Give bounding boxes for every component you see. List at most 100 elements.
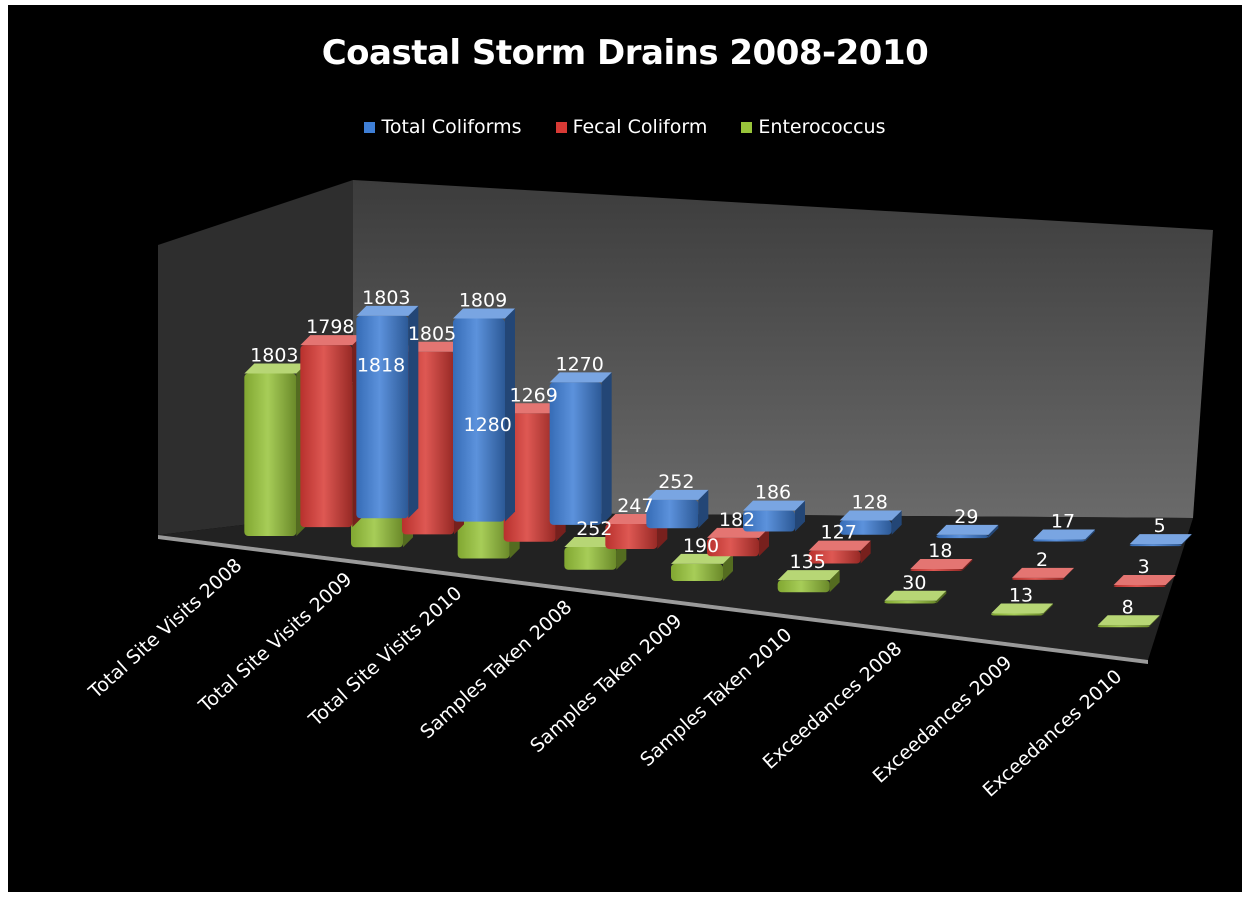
data-label-enterococcus-samples-taken-2009: 190 (683, 535, 719, 557)
data-label-total-coliforms-exceedances-2008: 29 (954, 506, 978, 528)
bar-face (936, 534, 989, 539)
x-tick-label-exceedances-2008: Exceedances 2008 (759, 638, 907, 774)
data-label-total-coliforms-exceedances-2010: 5 (1154, 515, 1166, 537)
bar-side (698, 489, 709, 529)
legend-swatch-enterococcus (741, 121, 753, 133)
bar-face (564, 547, 617, 570)
chart-frame: Coastal Storm Drains 2008-2010 Total Col… (8, 5, 1242, 892)
bar-top (1012, 567, 1074, 578)
data-label-total-coliforms-samples-taken-2009: 186 (755, 482, 791, 504)
bar-fecal-coliform-exceedances-2010 (1113, 575, 1176, 588)
data-label-fecal-coliform-samples-taken-2010: 127 (821, 522, 857, 544)
data-label-enterococcus-exceedances-2010: 8 (1122, 596, 1134, 618)
bar-side (759, 527, 769, 557)
data-label-fecal-coliform-exceedances-2009: 2 (1036, 549, 1048, 571)
bar-side (936, 590, 947, 604)
bar-face (1113, 585, 1166, 588)
floor-panel (158, 512, 1193, 660)
bars (244, 305, 1192, 628)
bar-face (244, 373, 297, 537)
data-label-enterococcus-samples-taken-2008: 252 (576, 518, 612, 540)
bar-face (991, 613, 1043, 616)
legend-item-enterococcus: Enterococcus (741, 115, 886, 138)
bar-face (1097, 625, 1150, 628)
bar-side (1181, 534, 1192, 545)
bar-top (743, 500, 805, 511)
bar-fecal-coliform-exceedances-2008 (910, 558, 973, 571)
bar-total-coliforms-samples-taken-2008 (646, 489, 709, 529)
x-tick-label-exceedances-2010: Exceedances 2010 (979, 665, 1127, 801)
legend-item-total-coliforms: Total Coliforms (364, 115, 522, 138)
bar-side (1165, 575, 1176, 586)
bar-side (505, 308, 515, 522)
bar-side (1149, 615, 1160, 626)
bar-top (808, 540, 871, 551)
bar-side (601, 372, 612, 525)
data-label-enterococcus-samples-taken-2010: 135 (790, 551, 826, 573)
legend-swatch-total-coliforms (364, 121, 376, 133)
data-label-enterococcus-total-site-visits-2008: 1803 (250, 344, 298, 366)
bar-face (300, 345, 353, 528)
legend-item-fecal-coliform: Fecal Coliform (555, 115, 708, 138)
bar-face (1012, 577, 1064, 580)
bar-top (244, 363, 307, 374)
bar-top (1129, 534, 1192, 545)
bar-top (1097, 615, 1160, 626)
bar-top (884, 590, 947, 601)
bar-total-coliforms-total-site-visits-2010 (549, 372, 612, 525)
bar-enterococcus-exceedances-2009 (991, 603, 1053, 616)
bar-side (891, 510, 902, 535)
data-label-enterococcus-exceedances-2009: 13 (1009, 585, 1033, 607)
data-label-total-coliforms-total-site-visits-2010: 1270 (555, 353, 603, 375)
data-label-enterococcus-exceedances-2008: 30 (902, 572, 926, 594)
bar-enterococcus-exceedances-2010 (1097, 615, 1160, 628)
data-label-fecal-coliform-samples-taken-2008: 247 (617, 495, 653, 517)
bar-side (408, 305, 419, 519)
bar-fecal-coliform-samples-taken-2010 (808, 540, 871, 564)
bar-side (795, 500, 805, 532)
bar-side (1043, 603, 1053, 615)
bar-side (988, 524, 999, 539)
bar-top (356, 305, 419, 316)
bar-side (1085, 529, 1095, 542)
bar-face (884, 600, 937, 604)
data-label-total-coliforms-exceedances-2009: 17 (1051, 511, 1075, 533)
bar-face (910, 568, 963, 571)
bar-face (671, 563, 723, 581)
legend-label-fecal-coliform: Fecal Coliform (572, 115, 708, 138)
bar-top (910, 558, 973, 569)
data-label-enterococcus-total-site-visits-2009: 1818 (357, 354, 405, 376)
bar-face (839, 520, 892, 535)
bar-top (777, 570, 840, 581)
bar-face (646, 499, 699, 529)
bar-top (1033, 529, 1095, 540)
legend-label-enterococcus: Enterococcus (758, 115, 886, 138)
legend-label-total-coliforms: Total Coliforms (381, 115, 522, 138)
data-label-enterococcus-total-site-visits-2010: 1280 (463, 414, 511, 436)
bar-total-coliforms-total-site-visits-2008 (356, 305, 419, 519)
data-label-fecal-coliform-total-site-visits-2010: 1269 (509, 384, 557, 406)
bar-fecal-coliform-exceedances-2009 (1012, 567, 1074, 580)
data-labels: 1803 1818 1280 252 190 135 30 13 8 1798 1805 1269 24… (250, 287, 1166, 618)
bar-face (605, 523, 658, 549)
bar-total-coliforms-samples-taken-2010 (839, 510, 902, 535)
bar-top (300, 335, 363, 346)
bar-face (453, 318, 505, 522)
chart-title: Coastal Storm Drains 2008-2010 (321, 33, 929, 73)
bar-fecal-coliform-total-site-visits-2008 (300, 335, 363, 528)
bar-top (991, 603, 1053, 614)
bar-face (1033, 539, 1085, 542)
data-label-fecal-coliform-samples-taken-2009: 182 (719, 509, 755, 531)
bar-total-coliforms-exceedances-2008 (936, 524, 999, 539)
data-label-fecal-coliform-exceedances-2010: 3 (1138, 556, 1150, 578)
data-label-total-coliforms-total-site-visits-2008: 1803 (362, 287, 410, 309)
data-label-fecal-coliform-total-site-visits-2008: 1798 (306, 316, 354, 338)
bar-total-coliforms-exceedances-2009 (1033, 529, 1095, 542)
bar-face (503, 413, 556, 542)
data-label-fecal-coliform-exceedances-2008: 18 (928, 540, 952, 562)
data-label-total-coliforms-samples-taken-2010: 128 (852, 491, 888, 513)
bar-side (723, 553, 733, 581)
bar-side (860, 540, 871, 564)
legend: Total Coliforms Fecal Coliform Enterococ… (8, 115, 1242, 138)
bar-top (453, 308, 515, 319)
